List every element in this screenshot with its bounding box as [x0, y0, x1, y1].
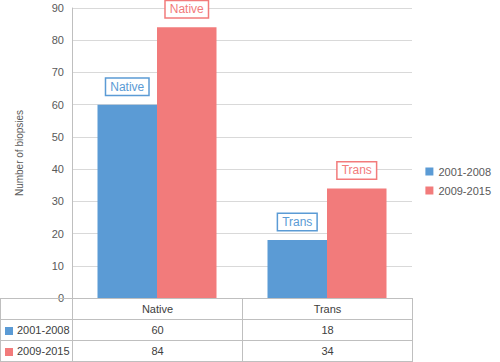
- svg-text:20: 20: [52, 228, 64, 240]
- svg-text:80: 80: [52, 34, 64, 46]
- svg-text:2009-2015: 2009-2015: [438, 185, 491, 197]
- svg-text:Trans: Trans: [282, 215, 312, 229]
- svg-text:0: 0: [57, 292, 64, 304]
- svg-text:Native: Native: [170, 2, 204, 16]
- svg-text:10: 10: [52, 260, 64, 272]
- svg-text:90: 90: [52, 2, 64, 14]
- svg-text:70: 70: [52, 66, 64, 78]
- html-text:Trans: Trans: [313, 303, 342, 315]
- html-text:18: 18: [321, 324, 334, 336]
- svg-text:2001-2008: 2001-2008: [438, 166, 491, 178]
- svg-text:30: 30: [52, 195, 64, 207]
- svg-text:40: 40: [52, 163, 64, 175]
- html-text:2009-2015: 2009-2015: [17, 345, 70, 357]
- svg-text:60: 60: [52, 99, 64, 111]
- html-text:Native: Native: [141, 303, 174, 315]
- svg-text:Trans: Trans: [342, 163, 372, 177]
- html-text:60: 60: [151, 324, 164, 336]
- html-text:2001-2008: 2001-2008: [17, 324, 70, 336]
- html-text:34: 34: [321, 345, 334, 357]
- svg-text:50: 50: [52, 131, 64, 143]
- html-text:84: 84: [151, 345, 164, 357]
- svg-text:Native: Native: [110, 80, 144, 94]
- svg-text:Number of biopsies: Number of biopsies: [14, 110, 25, 196]
